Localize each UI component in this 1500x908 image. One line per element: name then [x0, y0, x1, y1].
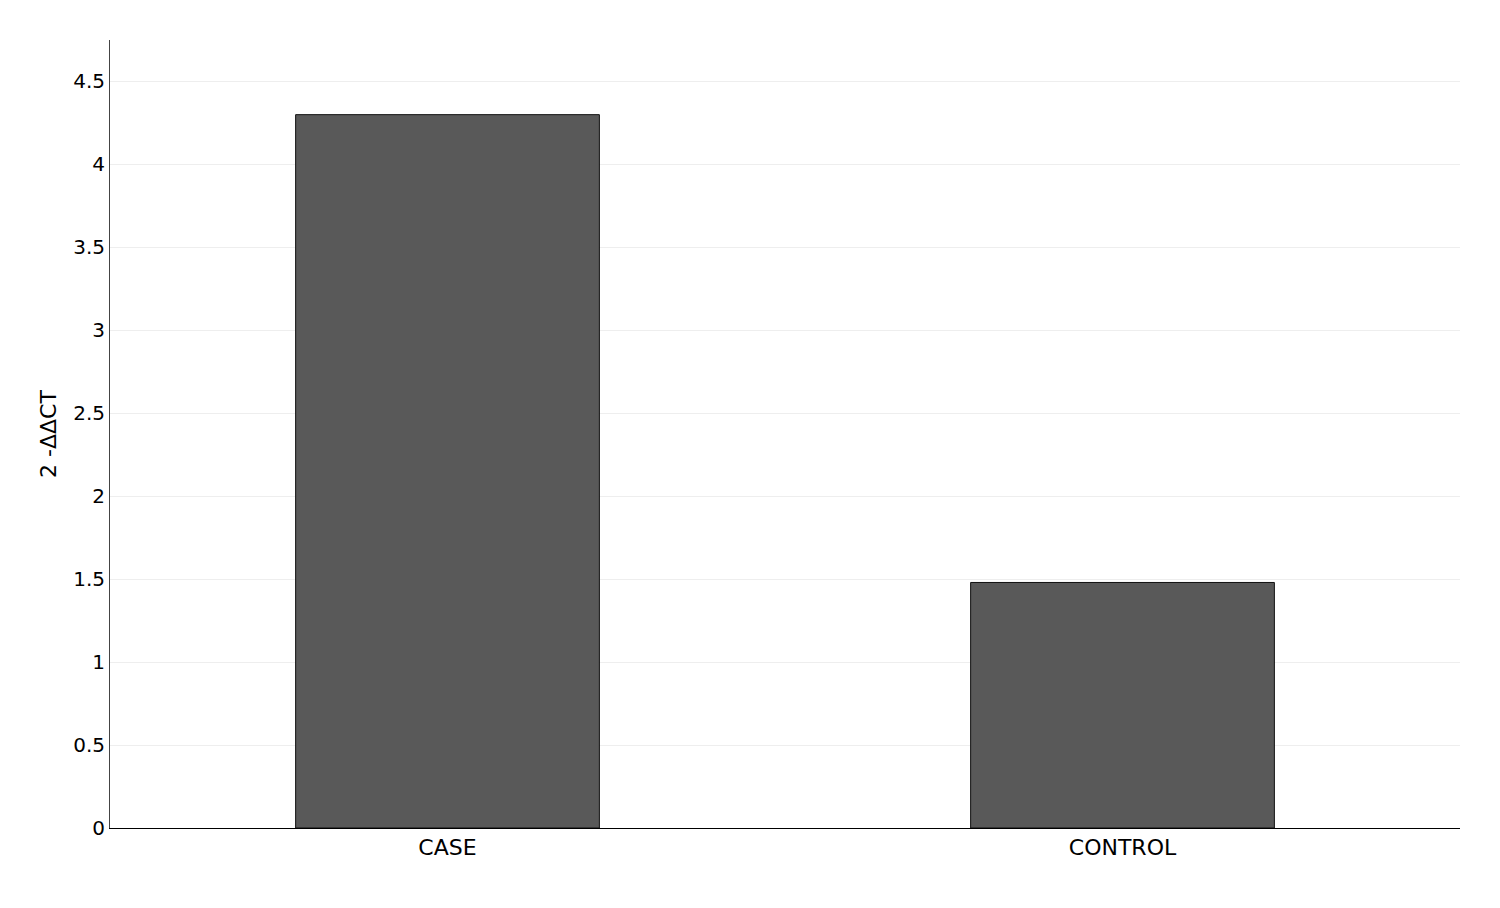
svg-text:3.5: 3.5 [73, 235, 105, 259]
svg-text:0.5: 0.5 [73, 733, 105, 757]
svg-text:1: 1 [92, 650, 105, 674]
svg-text:3: 3 [92, 318, 105, 342]
svg-text:4: 4 [92, 152, 105, 176]
svg-text:1.5: 1.5 [73, 567, 105, 591]
svg-text:CASE: CASE [418, 835, 476, 860]
svg-text:2: 2 [92, 484, 105, 508]
svg-text:CONTROL: CONTROL [1069, 835, 1177, 860]
svg-text:2 -ΔΔCT: 2 -ΔΔCT [36, 390, 61, 478]
svg-text:2.5: 2.5 [73, 401, 105, 425]
svg-text:4.5: 4.5 [73, 69, 105, 93]
svg-text:0: 0 [92, 816, 105, 840]
